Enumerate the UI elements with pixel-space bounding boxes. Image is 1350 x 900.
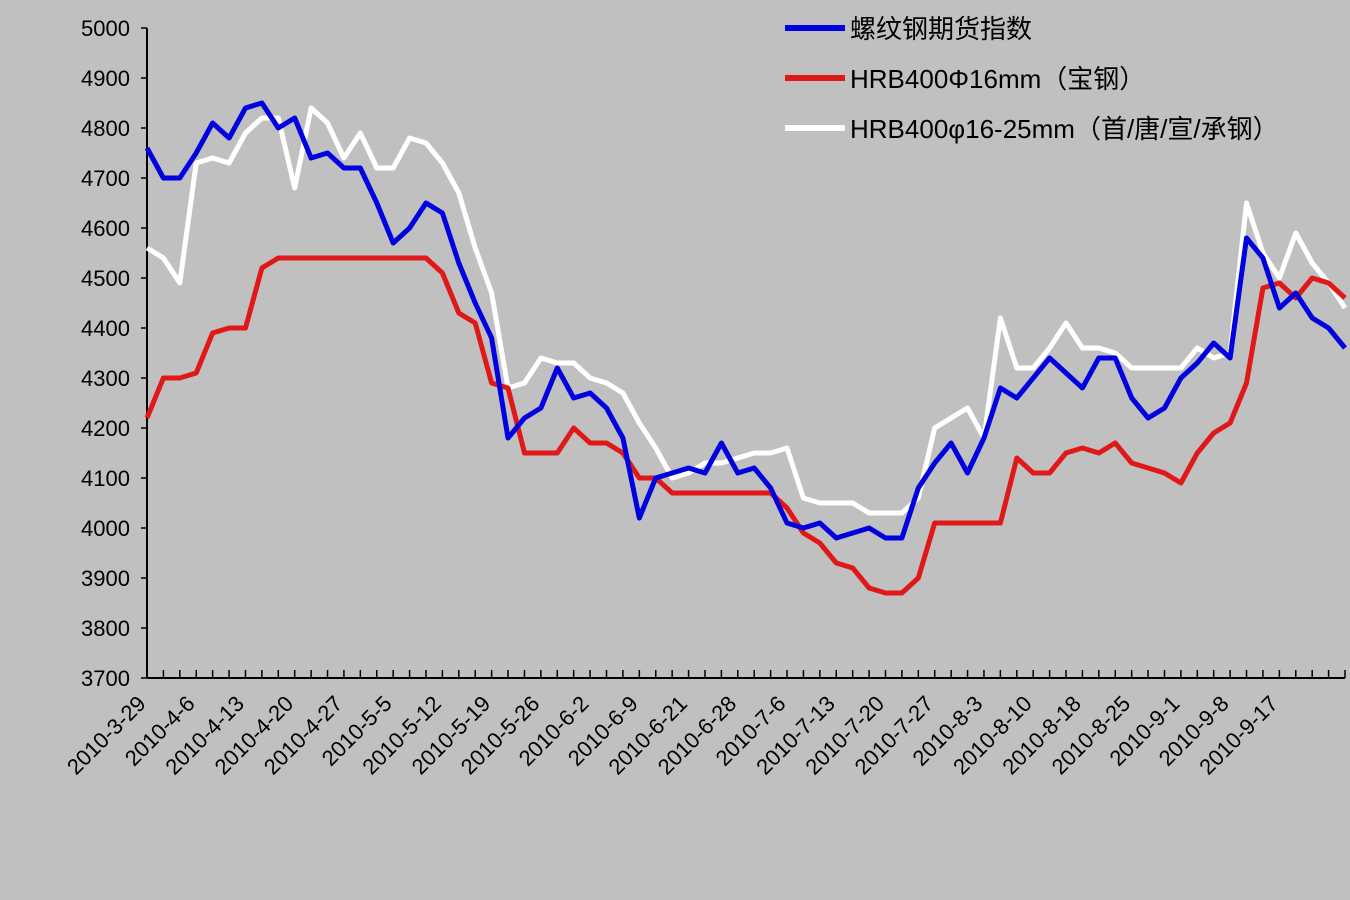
y-tick-label: 4400 bbox=[81, 316, 130, 341]
y-tick-label: 3800 bbox=[81, 616, 130, 641]
line-series bbox=[144, 255, 1347, 596]
y-tick-label: 3900 bbox=[81, 566, 130, 591]
line-series bbox=[145, 105, 1348, 516]
y-tick-label: 4600 bbox=[81, 216, 130, 241]
y-tick-label: 4900 bbox=[81, 66, 130, 91]
y-tick-label: 4800 bbox=[81, 116, 130, 141]
legend-label: HRB400φ16-25mm（首/唐/宣/承钢） bbox=[850, 114, 1279, 144]
y-tick-label: 4000 bbox=[81, 516, 130, 541]
y-tick-label: 4300 bbox=[81, 366, 130, 391]
legend-label: 螺纹钢期货指数 bbox=[850, 14, 1032, 44]
y-tick-label: 4500 bbox=[81, 266, 130, 291]
y-tick-label: 4100 bbox=[81, 466, 130, 491]
line-series bbox=[144, 100, 1347, 541]
y-tick-label: 3700 bbox=[81, 666, 130, 691]
y-tick-label: 4200 bbox=[81, 416, 130, 441]
y-tick-label: 4700 bbox=[81, 166, 130, 191]
legend-label: HRB400Φ16mm（宝钢） bbox=[850, 64, 1145, 94]
y-tick-label: 5000 bbox=[81, 16, 130, 41]
